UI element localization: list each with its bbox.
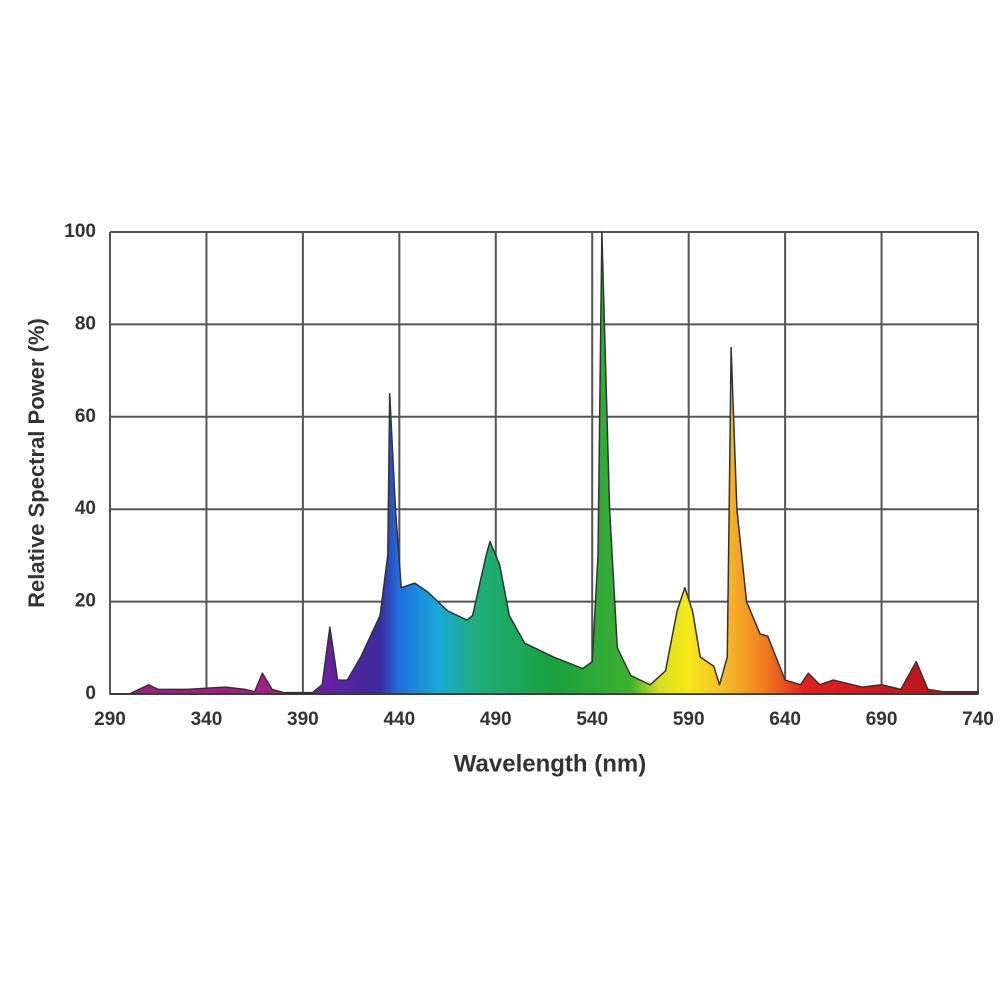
x-tick-label: 490 (480, 709, 512, 730)
spectrum-area (109, 231, 979, 695)
y-tick-label: 100 (64, 221, 96, 242)
x-tick-label: 290 (94, 709, 126, 730)
x-tick-label: 690 (866, 709, 898, 730)
y-tick-label: 80 (75, 313, 96, 334)
y-tick-label: 20 (75, 591, 96, 612)
x-axis-label: Wavelength (nm) (454, 750, 646, 777)
x-tick-label: 640 (769, 709, 801, 730)
x-tick-label: 390 (287, 709, 319, 730)
plot (109, 231, 979, 695)
y-tick-label: 40 (75, 498, 96, 519)
x-tick-label: 440 (383, 709, 415, 730)
x-tick-label: 340 (191, 709, 223, 730)
y-axis-label: Relative Spectral Power (%) (24, 318, 49, 608)
y-tick-label: 0 (85, 683, 96, 704)
x-tick-label: 740 (962, 709, 994, 730)
y-tick-label: 60 (75, 406, 96, 427)
x-tick-label: 590 (673, 709, 705, 730)
x-tick-label: 540 (576, 709, 608, 730)
